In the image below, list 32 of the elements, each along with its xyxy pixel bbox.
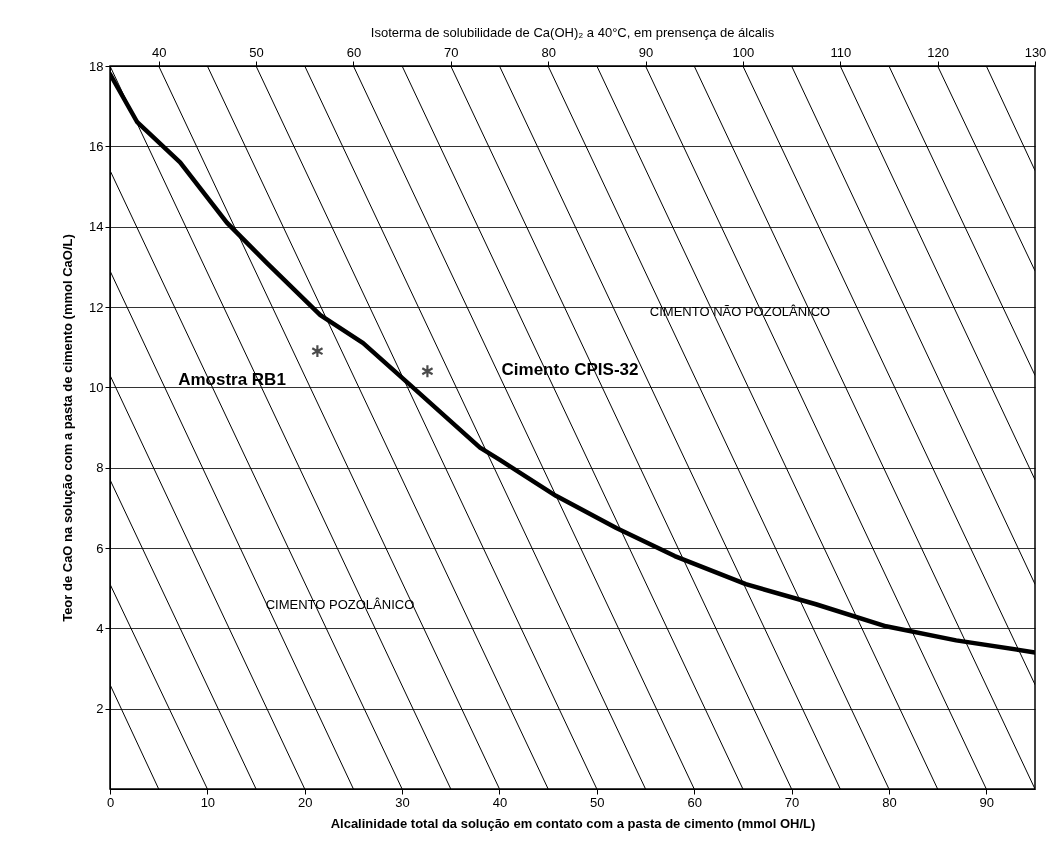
x-tick-label: 90 bbox=[979, 794, 995, 810]
x-tick-label: 50 bbox=[590, 794, 605, 810]
x2-tick-label: 40 bbox=[151, 44, 167, 60]
x-axis-title: Alcalinidade total da solução em contato com a pasta de cimento (mmol OH/L) bbox=[330, 815, 816, 831]
x2-tick-label: 50 bbox=[249, 44, 264, 60]
x2-tick-label: 80 bbox=[541, 44, 556, 60]
y-tick-label: 14 bbox=[89, 219, 104, 235]
y-tick-label: 18 bbox=[89, 58, 104, 74]
y-axis-title: Teor de CaO na solução com a pasta de cimento (mmol CaO/L) bbox=[60, 234, 76, 622]
y-tick-label: 16 bbox=[89, 138, 104, 154]
x-tick-label: 20 bbox=[298, 794, 313, 810]
x-tick-label: 10 bbox=[200, 794, 216, 810]
y-tick-label: 10 bbox=[89, 379, 104, 395]
y-tick-label: 8 bbox=[96, 460, 104, 476]
x-tick-label: 80 bbox=[882, 794, 897, 810]
y-tick-label: 4 bbox=[96, 620, 104, 636]
x-tick-label: 70 bbox=[784, 794, 800, 810]
x2-tick-label: 60 bbox=[346, 44, 362, 60]
x2-tick-label: 70 bbox=[444, 44, 459, 60]
x2-tick-label: 90 bbox=[638, 44, 654, 60]
x-tick-label: 0 bbox=[106, 794, 115, 810]
x-tick-label: 40 bbox=[492, 794, 508, 810]
y-tick-label: 12 bbox=[89, 299, 104, 315]
x2-tick-label: 130 bbox=[1024, 44, 1047, 60]
x-tick-label: 30 bbox=[395, 794, 410, 810]
chart-title: Isoterma de solubilidade de Ca(OH)₂ a 40°C, em prensença de álcalis bbox=[370, 25, 775, 40]
x2-tick-label: 100 bbox=[732, 44, 755, 60]
x2-tick-label: 110 bbox=[830, 44, 852, 60]
x-tick-label: 60 bbox=[687, 794, 702, 810]
x2-tick-label: 120 bbox=[927, 44, 949, 60]
y-tick-label: 6 bbox=[96, 540, 104, 556]
y-tick-label: 2 bbox=[96, 701, 104, 717]
